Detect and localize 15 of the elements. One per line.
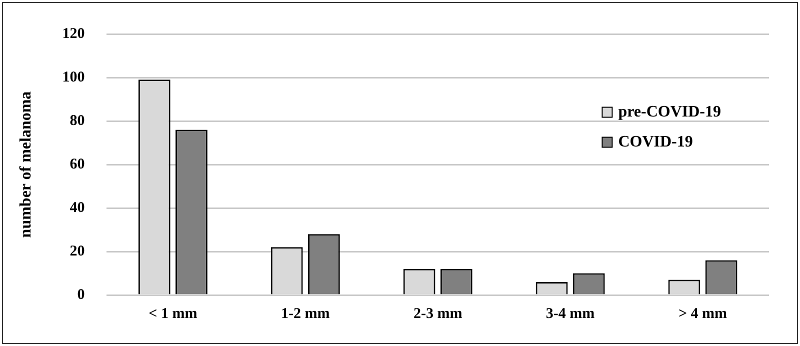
x-tick-label: 3-4 mm [546,306,596,322]
x-tick-label: 1-2 mm [281,306,330,322]
x-tick-label: 2-3 mm [413,306,463,322]
y-tick-label: 0 [77,286,85,303]
x-tick-label: > 4 mm [678,306,728,322]
y-tick-label: 40 [70,200,85,216]
legend-label: pre-COVID-19 [618,103,722,120]
y-tick-label: 80 [70,112,85,129]
y-tick-label: 60 [70,156,85,172]
legend-label: COVID-19 [618,133,693,150]
y-tick-label: 120 [62,26,85,42]
y-axis-title: number of melanoma [18,91,35,238]
y-tick-label: 100 [62,69,85,86]
y-tick-label: 20 [70,243,85,260]
x-tick-label: < 1 mm [148,306,198,322]
